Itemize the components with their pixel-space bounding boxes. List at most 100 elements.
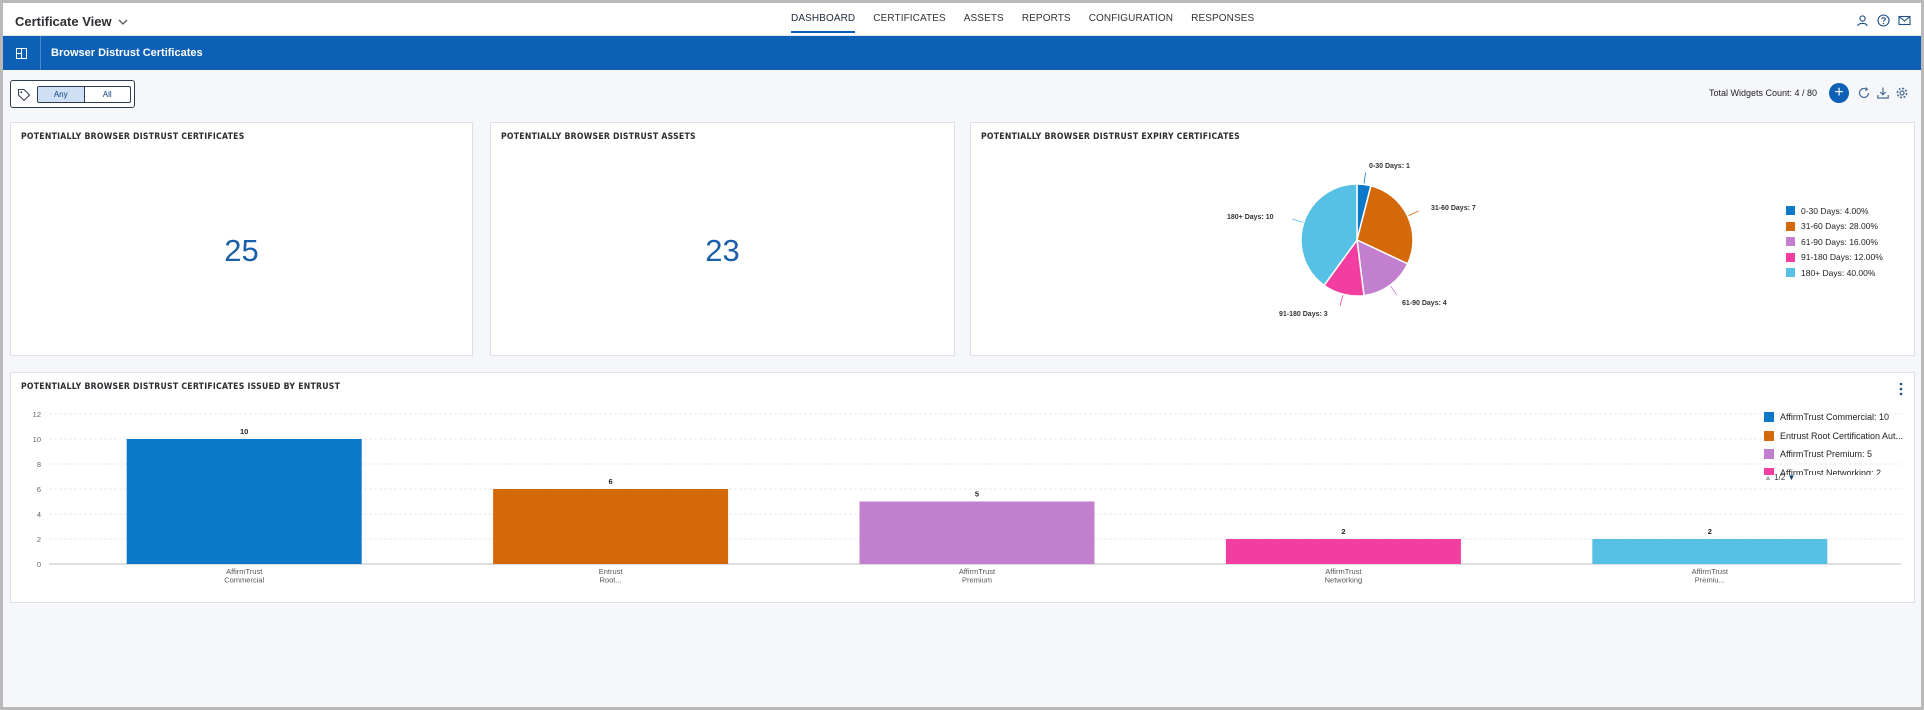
legend-label: 180+ Days: 40.00% [1801,267,1876,278]
y-tick-label: 6 [37,485,41,494]
nav-assets[interactable]: ASSETS [963,13,1004,24]
legend-pager: ▲ 1/2 ▼ [1764,473,1795,482]
legend-label: AffirmTrust Networking: 2 [1780,467,1882,475]
top-icons [1856,14,1911,27]
dashboard-title: Browser Distrust Certificates [51,47,203,59]
y-tick-label: 8 [37,460,41,469]
legend-item[interactable]: 180+ Days: 40.00% [1786,265,1883,281]
main-nav: DASHBOARD CERTIFICATES ASSETS REPORTS CO… [791,3,1254,36]
download-icon[interactable] [1876,86,1890,100]
more-options-icon[interactable] [1898,381,1904,397]
legend-item[interactable]: AffirmTrust Networking: 2 [1764,464,1904,475]
top-bar: Certificate View DASHBOARD CERTIFICATES … [3,3,1921,36]
x-tick-label: Root... [600,576,622,585]
pie-leader-line [1363,172,1366,184]
widget-title: POTENTIALLY BROWSER DISTRUST CERTIFICATE… [21,132,245,142]
widget-distrust-certificates: POTENTIALLY BROWSER DISTRUST CERTIFICATE… [10,122,473,356]
pie-slice-31-60[interactable] [1356,184,1414,265]
chevron-down-icon [118,19,128,25]
x-tick-label: AffirmTrust [1325,567,1362,576]
pie-slice-61-90[interactable] [1356,238,1409,297]
legend-label: 91-180 Days: 12.00% [1801,252,1883,263]
bar-data-label: 10 [240,427,248,436]
bar[interactable] [493,489,729,564]
bar[interactable] [859,501,1095,565]
nav-responses[interactable]: RESPONSES [1191,13,1255,24]
pie-legend: 0-30 Days: 4.00% 31-60 Days: 28.00% 61-90 … [1786,203,1883,281]
x-tick-label: AffirmTrust [226,567,263,576]
x-tick-label: AffirmTrust [959,567,996,576]
refresh-icon[interactable] [1857,86,1871,100]
y-tick-label: 0 [37,560,41,569]
legend-swatch [1764,467,1774,475]
legend-item[interactable]: 31-60 Days: 28.00% [1786,219,1883,235]
x-tick-label: Networking [1325,576,1363,585]
bar-data-label: 2 [1341,527,1345,536]
widget-issued-by-entrust: POTENTIALLY BROWSER DISTRUST CERTIFICATE… [10,372,1915,603]
certificates-count[interactable]: 25 [224,233,259,268]
pie-slice-180-plus[interactable] [1300,183,1358,287]
legend-swatch [1764,430,1774,441]
legend-item[interactable]: AffirmTrust Premium: 5 [1764,445,1904,464]
app-window: Certificate View DASHBOARD CERTIFICATES … [3,3,1921,707]
help-icon[interactable] [1877,14,1890,27]
toggle-any[interactable]: Any [38,87,85,102]
nav-configuration[interactable]: CONFIGURATION [1088,13,1174,24]
legend-label: Entrust Root Certification Aut... [1780,430,1904,441]
bar-data-label: 6 [609,477,613,486]
tag-match-toggle: Any All [37,86,131,103]
x-tick-label: Commercial [224,576,264,585]
legend-swatch [1764,412,1774,423]
dashboard-menu-button[interactable] [3,36,41,70]
bar-data-label: 2 [1708,527,1712,536]
legend-label: 61-90 Days: 16.00% [1801,236,1879,247]
legend-swatch [1786,268,1795,278]
toggle-all[interactable]: All [102,90,112,99]
y-tick-label: 4 [37,510,41,519]
app-title-dropdown[interactable]: Certificate View [15,14,128,29]
legend-next-icon[interactable]: ▼ [1787,473,1796,482]
dashboard-header: Browser Distrust Certificates [3,36,1921,70]
bar-data-label: 5 [975,490,979,499]
tag-icon[interactable] [17,88,31,102]
mail-icon[interactable] [1898,14,1911,27]
user-icon[interactable] [1856,14,1869,27]
nav-dashboard[interactable]: DASHBOARD [791,3,856,33]
legend-item[interactable]: 91-180 Days: 12.00% [1786,250,1883,266]
settings-icon[interactable] [1895,86,1909,100]
legend-label: 0-30 Days: 4.00% [1801,205,1869,216]
app-title: Certificate View [15,14,112,29]
bar[interactable] [126,439,362,564]
pie-leader-line [1408,210,1419,217]
legend-item[interactable]: Entrust Root Certification Aut... [1764,427,1904,446]
legend-item[interactable]: AffirmTrust Commercial: 10 [1764,408,1904,427]
x-tick-label: Entrust [599,567,624,576]
bar[interactable] [1592,539,1828,564]
legend-swatch [1786,221,1795,231]
pie-label-0-30: 0-30 Days: 1 [1369,163,1410,170]
bar-legend: AffirmTrust Commercial: 10 Entrust Root C… [1764,408,1904,475]
pie-leader-line [1292,218,1303,223]
pie-label-180-plus: 180+ Days: 10 [1227,214,1274,221]
bar[interactable] [1225,539,1461,564]
assets-count[interactable]: 23 [705,233,740,268]
pie-chart [1292,172,1419,306]
bar-chart: 02468101210AffirmTrustCommercial6Entrust… [33,410,1901,585]
nav-reports[interactable]: REPORTS [1021,13,1071,24]
dashboard-grid-icon [16,47,27,59]
y-tick-label: 12 [33,410,41,419]
add-widget-button[interactable]: + [1829,83,1849,103]
legend-item[interactable]: 61-90 Days: 16.00% [1786,234,1883,250]
pie-label-31-60: 31-60 Days: 7 [1431,205,1476,212]
widget-expiry-certificates: POTENTIALLY BROWSER DISTRUST EXPIRY CERT… [970,122,1915,356]
legend-swatch [1786,237,1795,247]
tag-filter: Any All [10,80,135,108]
legend-swatch [1786,252,1795,262]
nav-certificates[interactable]: CERTIFICATES [873,13,946,24]
pie-label-61-90: 61-90 Days: 4 [1402,300,1447,307]
legend-item[interactable]: 0-30 Days: 4.00% [1786,203,1883,219]
widget-title: POTENTIALLY BROWSER DISTRUST EXPIRY CERT… [981,132,1240,142]
widgets-count: Total Widgets Count: 4 / 80 [1709,88,1818,98]
legend-prev-icon[interactable]: ▲ [1764,473,1772,482]
widget-title: POTENTIALLY BROWSER DISTRUST CERTIFICATE… [21,382,341,392]
